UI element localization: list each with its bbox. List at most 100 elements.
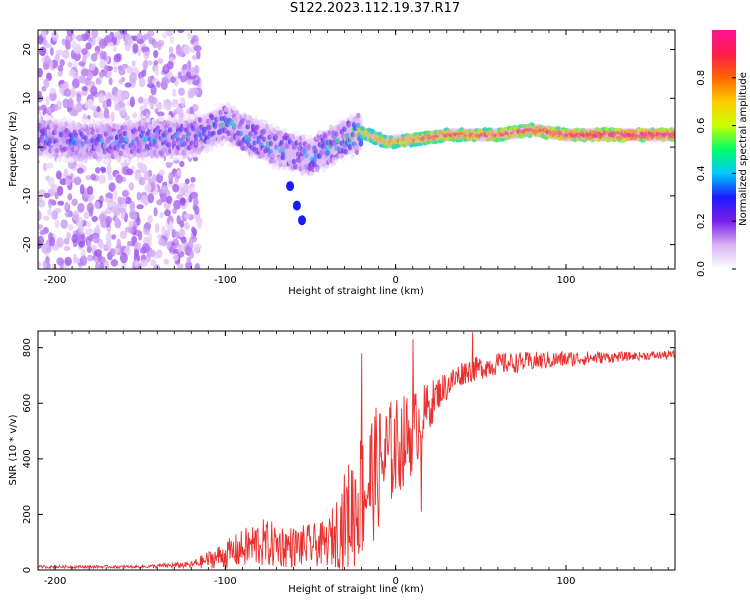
spectrogram-noise-blob bbox=[64, 256, 72, 266]
spectrogram-ridge-blob bbox=[38, 150, 43, 157]
spectrogram-noise-blob bbox=[75, 34, 84, 42]
spectrogram-noise-blob bbox=[52, 30, 59, 42]
spectrogram-noise-blob bbox=[43, 192, 51, 199]
spectrogram-ridge-blob bbox=[146, 130, 151, 137]
spectrogram-noise-blob bbox=[190, 176, 196, 183]
spectrogram-noise-blob bbox=[147, 82, 155, 89]
spectrogram-noise-blob bbox=[87, 185, 94, 195]
spectrogram-noise-blob bbox=[105, 231, 112, 243]
spectrogram-ridge-blob bbox=[350, 153, 355, 160]
spectrogram-noise-blob bbox=[113, 66, 118, 73]
spectrogram-ridge-blob bbox=[343, 148, 349, 155]
spectrogram-noise-blob bbox=[112, 46, 117, 53]
spectrogram-noise-blob bbox=[63, 168, 69, 178]
spectrogram-noise-blob bbox=[73, 176, 82, 186]
spectrogram-ridge-blob bbox=[73, 136, 79, 142]
spectrogram-noise-blob bbox=[65, 177, 71, 187]
spectrogram-ridge-blob bbox=[246, 136, 252, 143]
spectrogram-ridge-blob bbox=[223, 106, 229, 113]
spectrogram-noise-blob bbox=[51, 210, 59, 220]
spectrogram-noise-blob bbox=[87, 37, 93, 43]
spectrogram-ridge-blob bbox=[79, 146, 84, 153]
spectrogram-ridge-blob bbox=[370, 130, 376, 135]
spectrogram-noise-blob bbox=[98, 213, 106, 223]
spectrogram-ridge-blob bbox=[327, 130, 332, 136]
spectrogram-ridge-blob bbox=[73, 140, 79, 146]
spectrogram-ridge-blob bbox=[46, 115, 52, 122]
spectrogram-noise-blob bbox=[121, 63, 129, 69]
spectrogram-ridge-blob bbox=[218, 109, 223, 116]
spectrogram-noise-blob bbox=[171, 100, 179, 108]
spectrogram-noise-blob bbox=[157, 42, 162, 51]
spectrogram-ridge-blob bbox=[204, 106, 210, 113]
spectrogram-ridge-blob bbox=[154, 143, 159, 150]
spectrogram-ridge-blob bbox=[80, 140, 86, 147]
spectrogram-noise-blob bbox=[191, 226, 196, 234]
spectrogram-noise-blob bbox=[142, 242, 150, 252]
spectrogram-noise-blob bbox=[46, 106, 53, 116]
spectrogram-noise-blob bbox=[165, 30, 174, 37]
spectrogram-ridge-blob bbox=[354, 149, 360, 155]
spectrogram-noise-blob bbox=[177, 30, 185, 34]
spectrogram-ridge-blob bbox=[50, 146, 56, 153]
spectrogram-noise-blob bbox=[71, 86, 76, 98]
snr-xlabel: Height of straight line (km) bbox=[288, 584, 424, 595]
spectrogram-noise-blob bbox=[85, 174, 92, 181]
spectrogram-noise-blob bbox=[90, 173, 96, 181]
spectrogram-noise-blob bbox=[55, 170, 62, 180]
spectrogram-halo-blob bbox=[226, 106, 232, 143]
spectrogram-xtick-label: -100 bbox=[214, 275, 237, 286]
spectrogram-noise-blob bbox=[191, 191, 199, 200]
spectrogram-xlabel: Height of straight line (km) bbox=[288, 286, 424, 297]
spectrogram-noise-blob bbox=[168, 172, 174, 182]
spectrogram-noise-blob bbox=[47, 208, 52, 216]
spectrogram-noise-blob bbox=[166, 195, 173, 205]
spectrogram-ridge-blob bbox=[185, 136, 191, 143]
colorbar-tick-label: 0.4 bbox=[696, 165, 707, 181]
spectrogram-ridge-blob bbox=[137, 144, 143, 150]
spectrogram-ridge-blob bbox=[99, 137, 105, 144]
spectrogram-noise-blob bbox=[179, 220, 185, 228]
spectrogram-noise-blob bbox=[56, 257, 65, 266]
spectrogram-ridge-blob bbox=[377, 131, 383, 136]
spectrogram-noise-blob bbox=[143, 33, 150, 40]
spectrogram-ridge-blob bbox=[308, 175, 313, 181]
spectrogram-noise-blob bbox=[106, 98, 112, 108]
spectrogram-noise-blob bbox=[96, 105, 101, 113]
spectrogram-ridge-blob bbox=[281, 151, 286, 158]
spectrogram-noise-blob bbox=[111, 36, 118, 43]
spectrogram-noise-blob bbox=[111, 95, 117, 102]
spectrogram-noise-blob bbox=[38, 261, 42, 269]
spectrogram-noise-blob bbox=[180, 197, 186, 206]
spectrogram-noise-blob bbox=[98, 241, 105, 250]
spectrogram-ridge-blob bbox=[328, 124, 334, 130]
spectrogram-noise-blob bbox=[148, 249, 156, 258]
spectrogram-noise-blob bbox=[137, 49, 142, 56]
spectrogram-noise-blob bbox=[144, 221, 152, 230]
spectrogram-noise-blob bbox=[189, 250, 195, 259]
spectrogram-noise-blob bbox=[71, 39, 77, 51]
spectrogram-noise-blob bbox=[77, 224, 84, 235]
spectrogram-noise-blob bbox=[168, 46, 174, 55]
spectrogram-noise-blob bbox=[77, 202, 85, 213]
spectrogram-noise-blob bbox=[59, 59, 65, 67]
spectrogram-ridge-blob bbox=[207, 124, 212, 131]
spectrogram-noise-blob bbox=[133, 253, 141, 263]
spectrogram-noise-blob bbox=[98, 113, 106, 120]
spectrogram-noise-blob bbox=[50, 184, 58, 193]
spectrogram-noise-blob bbox=[79, 184, 85, 195]
spectrogram-noise-blob bbox=[146, 60, 153, 66]
colorbar: 0.0 0.2 0.4 0.6 0.8 Normalized spectral ampl… bbox=[696, 30, 749, 277]
spectrogram-noise-blob bbox=[129, 72, 137, 84]
spectrogram-noise-blob bbox=[177, 71, 183, 79]
spectrogram-noise-blob bbox=[129, 96, 135, 108]
spectrogram-halo-blob bbox=[671, 127, 675, 142]
spectrogram-noise-blob bbox=[66, 231, 71, 240]
spectrogram-noise-blob bbox=[157, 58, 164, 64]
spectrogram-noise-blob bbox=[64, 39, 71, 50]
snr-xtick-label: -100 bbox=[214, 576, 237, 587]
spectrogram-xtick-label: -200 bbox=[44, 275, 67, 286]
spectrogram-noise-blob bbox=[180, 236, 187, 244]
spectrogram-noise-blob bbox=[138, 176, 146, 186]
spectrogram-noise-blob bbox=[61, 38, 66, 46]
